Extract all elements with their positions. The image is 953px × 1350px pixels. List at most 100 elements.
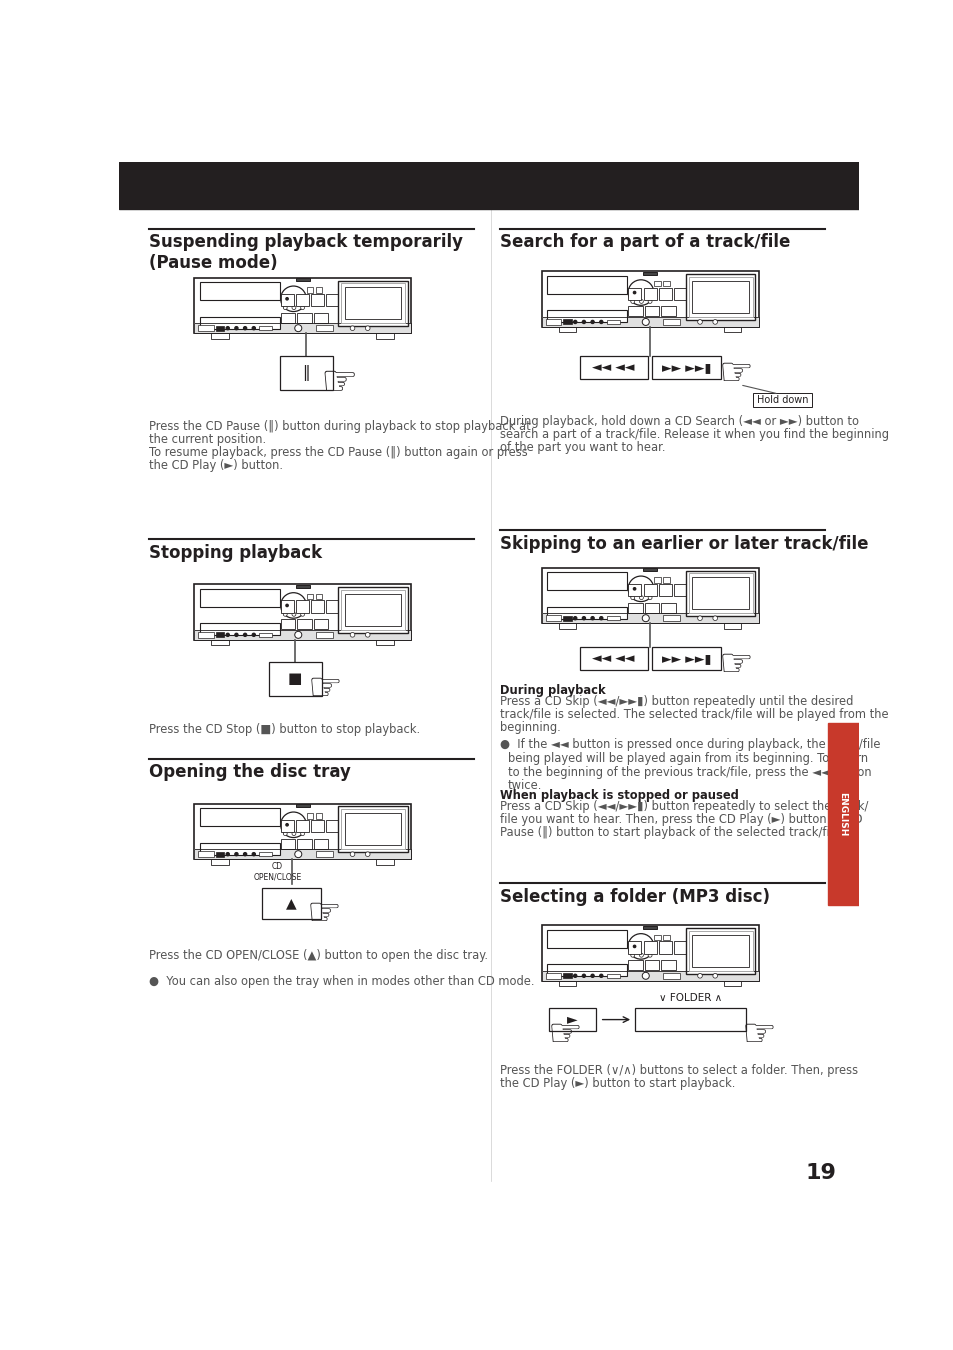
Bar [723, 327, 740, 332]
Bar [541, 568, 758, 624]
Bar [259, 852, 272, 856]
Bar [193, 849, 411, 859]
Circle shape [630, 953, 634, 957]
Bar [212, 859, 229, 865]
Bar [688, 277, 752, 317]
Bar [562, 320, 572, 324]
Bar [652, 356, 720, 379]
Bar [628, 583, 640, 597]
Circle shape [350, 633, 355, 637]
Circle shape [243, 633, 247, 636]
Circle shape [280, 286, 306, 312]
Circle shape [292, 305, 295, 309]
Bar [376, 859, 394, 865]
Circle shape [647, 953, 651, 957]
Bar [628, 960, 642, 971]
Bar [193, 323, 411, 333]
Circle shape [633, 587, 635, 590]
Bar [643, 941, 656, 953]
Text: Opening the disc tray: Opening the disc tray [149, 763, 351, 782]
Circle shape [294, 325, 301, 332]
Bar [692, 281, 748, 313]
Circle shape [712, 320, 717, 324]
Bar [295, 805, 310, 807]
Bar [198, 850, 213, 857]
Bar [660, 306, 675, 316]
Bar [215, 325, 224, 331]
Bar [545, 616, 560, 621]
Text: twice.: twice. [507, 779, 541, 791]
Text: search a part of a track/file. Release it when you find the beginning: search a part of a track/file. Release i… [499, 428, 888, 440]
Text: to the beginning of the previous track/file, press the ◄◄ button: to the beginning of the previous track/f… [507, 765, 870, 779]
Bar [546, 606, 627, 618]
Bar [642, 926, 657, 929]
Bar [119, 162, 858, 209]
Bar [315, 850, 333, 857]
Circle shape [581, 617, 585, 620]
Circle shape [234, 633, 237, 636]
Bar [546, 930, 627, 948]
Bar [345, 288, 401, 319]
Circle shape [252, 853, 255, 856]
Circle shape [641, 319, 649, 325]
Bar [692, 578, 748, 609]
Bar [280, 838, 294, 849]
Text: ∨ FOLDER ∧: ∨ FOLDER ∧ [659, 992, 721, 1003]
Bar [628, 941, 640, 953]
Text: ‖: ‖ [302, 364, 310, 381]
Bar [199, 624, 279, 636]
Circle shape [283, 613, 287, 616]
Bar [297, 838, 312, 849]
Bar [215, 852, 224, 857]
Bar [662, 281, 669, 286]
Text: CD
OPEN/CLOSE: CD OPEN/CLOSE [253, 863, 301, 882]
Bar [685, 927, 755, 973]
Circle shape [243, 327, 247, 329]
Circle shape [350, 325, 355, 331]
Circle shape [647, 595, 651, 599]
Text: ►► ►►▮: ►► ►►▮ [661, 652, 711, 666]
Circle shape [283, 305, 287, 309]
Circle shape [286, 824, 288, 826]
Bar [673, 941, 686, 953]
Bar [314, 838, 328, 849]
Circle shape [234, 853, 237, 856]
Bar [606, 973, 619, 977]
Bar [315, 594, 322, 599]
Bar [340, 284, 405, 324]
Bar [198, 325, 213, 331]
Bar [340, 809, 405, 849]
Text: Suspending playback temporarily
(Pause mode): Suspending playback temporarily (Pause m… [149, 234, 462, 271]
Bar [295, 294, 309, 306]
Bar [660, 602, 675, 613]
Bar [628, 288, 640, 300]
Circle shape [280, 813, 306, 837]
Text: beginning.: beginning. [499, 721, 560, 734]
Circle shape [627, 934, 653, 958]
Circle shape [294, 850, 301, 857]
Bar [314, 313, 328, 323]
Text: Hold down: Hold down [756, 396, 807, 405]
Bar [628, 306, 642, 316]
Bar [199, 809, 279, 826]
Circle shape [599, 320, 602, 324]
Bar [688, 574, 752, 613]
Bar [562, 973, 572, 979]
Circle shape [365, 633, 370, 637]
Circle shape [630, 300, 634, 304]
Text: ◄◄ ◄◄: ◄◄ ◄◄ [592, 652, 635, 666]
Bar [685, 571, 755, 616]
Circle shape [697, 320, 701, 324]
Bar [692, 936, 748, 967]
Text: ●  If the ◄◄ button is pressed once during playback, the track/file: ● If the ◄◄ button is pressed once durin… [499, 738, 880, 751]
Text: Selecting a folder (MP3 disc): Selecting a folder (MP3 disc) [499, 888, 769, 906]
Text: To resume playback, press the CD Pause (‖) button again or press: To resume playback, press the CD Pause (… [149, 446, 527, 459]
Bar [199, 316, 279, 329]
Bar [723, 624, 740, 629]
Bar [307, 288, 314, 293]
Circle shape [365, 852, 370, 856]
Bar [199, 589, 279, 606]
Text: Stopping playback: Stopping playback [149, 544, 321, 562]
Circle shape [573, 320, 577, 324]
Bar [652, 648, 720, 671]
